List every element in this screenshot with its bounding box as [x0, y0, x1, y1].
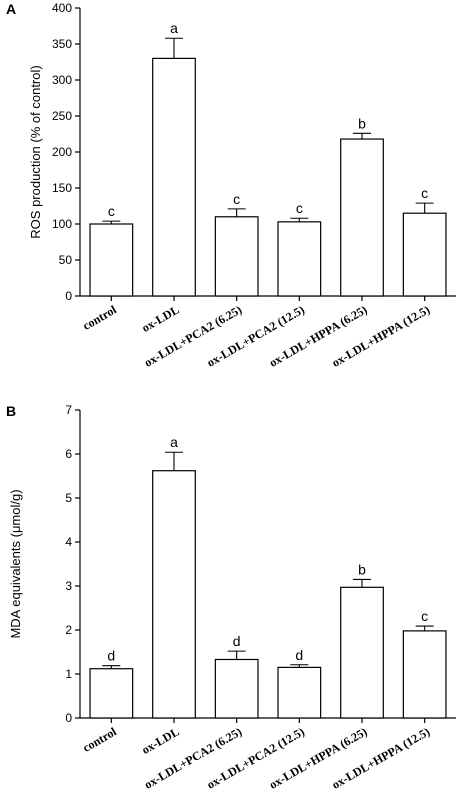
- y-tick-label: 2: [65, 623, 72, 637]
- y-tick-label: 4: [65, 535, 72, 549]
- y-tick-label: 6: [65, 447, 72, 461]
- panel-b: B 0 1 2 3 4 5 6 7 MDA equivalents (μmol/g) d contro…: [6, 403, 456, 792]
- significance-label: d: [233, 633, 241, 649]
- y-tick-label: 7: [65, 403, 72, 417]
- y-tick-label: 200: [52, 145, 72, 159]
- panel-letter: B: [6, 403, 16, 419]
- bar: [214, 216, 259, 297]
- category-label: control: [80, 724, 119, 755]
- y-axis-title: MDA equivalents (μmol/g): [8, 489, 23, 638]
- bar: [340, 138, 384, 297]
- significance-label: d: [295, 647, 303, 663]
- bar: [89, 223, 134, 297]
- significance-label: c: [421, 185, 428, 201]
- y-tick-label: 3: [65, 579, 72, 593]
- bar: [277, 666, 322, 719]
- bar: [89, 668, 134, 719]
- bar: [402, 630, 447, 719]
- y-tick-label: 150: [52, 181, 72, 195]
- panel-letter: A: [6, 1, 16, 17]
- significance-label: d: [107, 648, 115, 664]
- category-label: ox-LDL: [139, 724, 181, 756]
- significance-label: c: [108, 203, 115, 219]
- y-tick-label: 0: [65, 711, 72, 725]
- y-tick-label: 5: [65, 491, 72, 505]
- bar: [402, 212, 447, 297]
- category-label: control: [80, 302, 119, 333]
- bar: [340, 586, 384, 719]
- y-tick-label: 250: [52, 109, 72, 123]
- significance-label: c: [421, 608, 428, 624]
- y-tick-label: 100: [52, 217, 72, 231]
- y-tick-label: 1: [65, 667, 72, 681]
- significance-label: a: [170, 20, 178, 36]
- category-label: ox-LDL: [139, 302, 181, 334]
- y-tick-label: 400: [52, 1, 72, 15]
- panel-a: A 0 50 100 150 200 250 300 350 400 ROS production …: [6, 1, 456, 370]
- y-axis-title: ROS production (% of control): [28, 65, 43, 238]
- significance-label: c: [233, 191, 240, 207]
- y-tick-label: 350: [52, 37, 72, 51]
- bar: [277, 221, 322, 297]
- significance-label: c: [296, 200, 303, 216]
- y-tick-label: 0: [65, 289, 72, 303]
- y-tick-label: 300: [52, 73, 72, 87]
- bar: [214, 658, 259, 719]
- significance-label: b: [358, 115, 366, 131]
- bar: [152, 470, 196, 719]
- significance-label: a: [170, 434, 178, 450]
- bar: [152, 57, 196, 297]
- y-tick-label: 50: [59, 253, 73, 267]
- significance-label: b: [358, 561, 366, 577]
